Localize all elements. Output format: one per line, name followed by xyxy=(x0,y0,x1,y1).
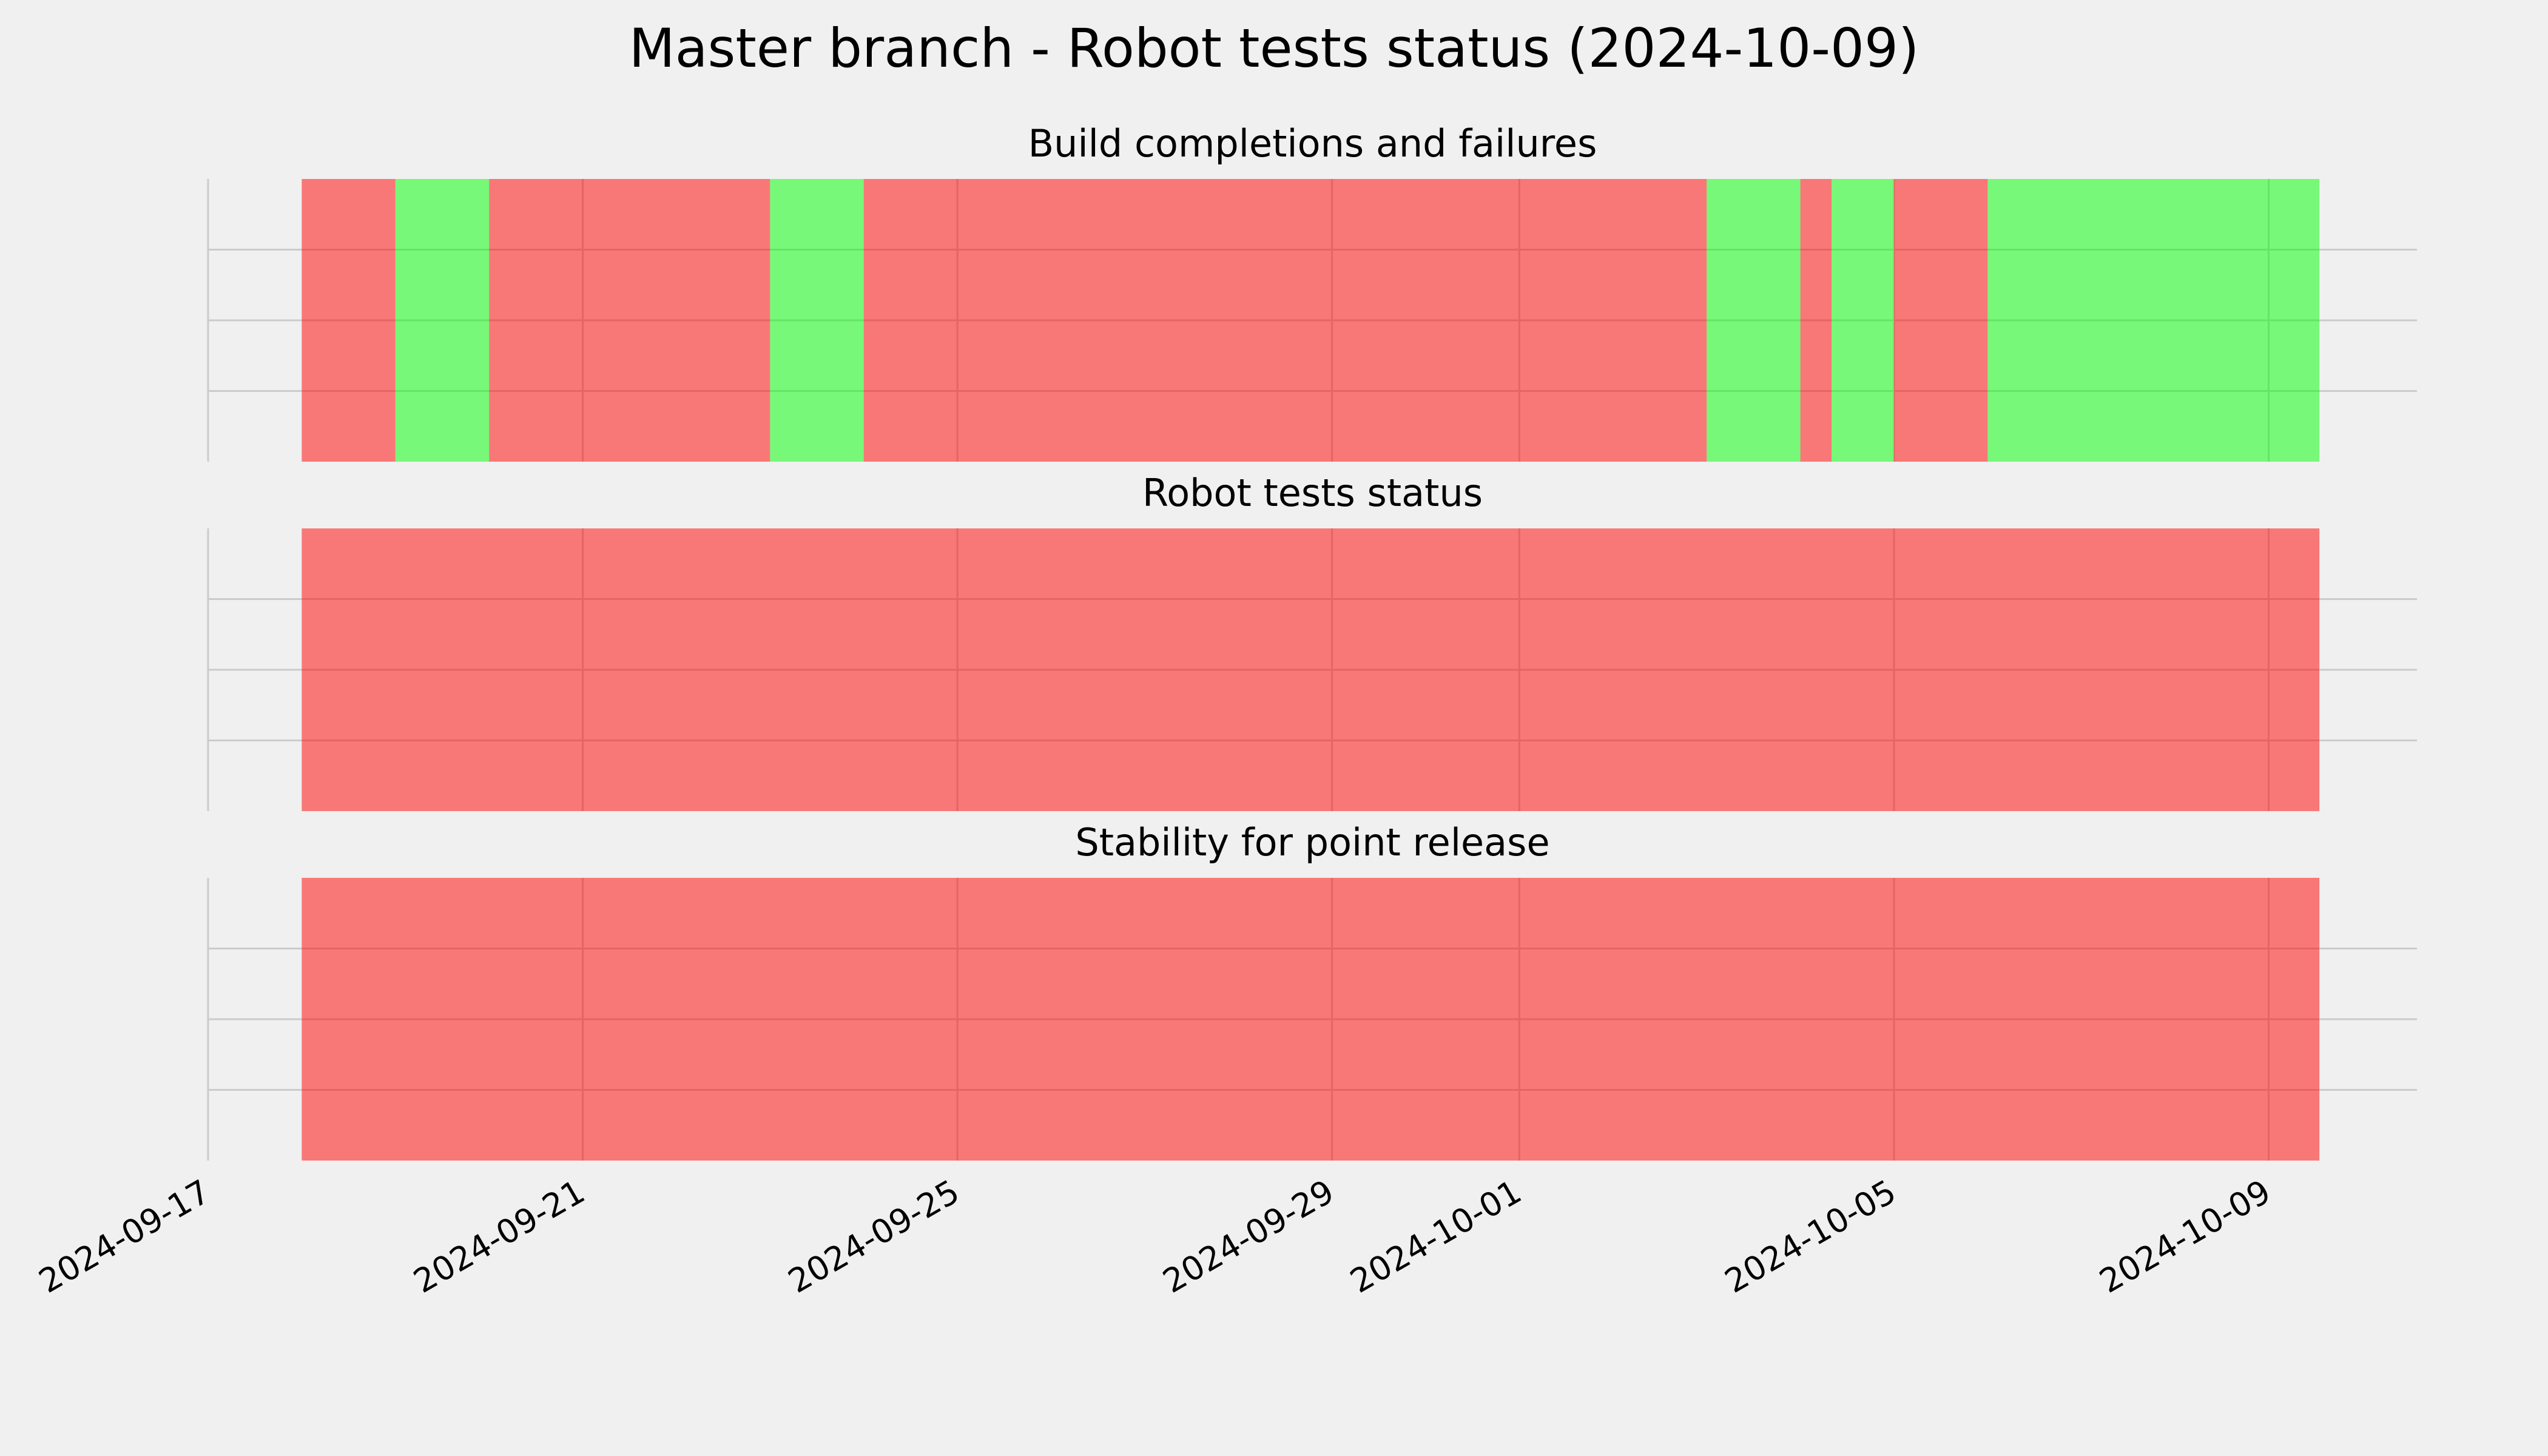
status-span xyxy=(489,179,770,462)
chart-title: Master branch - Robot tests status (2024… xyxy=(629,17,1919,79)
status-span xyxy=(770,179,864,462)
panel-title: Robot tests status xyxy=(1142,471,1483,515)
status-span xyxy=(1987,179,2320,462)
status-span xyxy=(302,528,2320,811)
status-span xyxy=(395,179,490,462)
status-span xyxy=(1832,179,1894,462)
status-span xyxy=(302,179,396,462)
status-span xyxy=(863,179,1707,462)
panel-title: Build completions and failures xyxy=(1028,121,1597,166)
status-span xyxy=(1800,179,1832,462)
status-span xyxy=(302,878,2320,1161)
status-span xyxy=(1893,179,1988,462)
status-span xyxy=(1707,179,1801,462)
panel-title: Stability for point release xyxy=(1075,820,1549,864)
